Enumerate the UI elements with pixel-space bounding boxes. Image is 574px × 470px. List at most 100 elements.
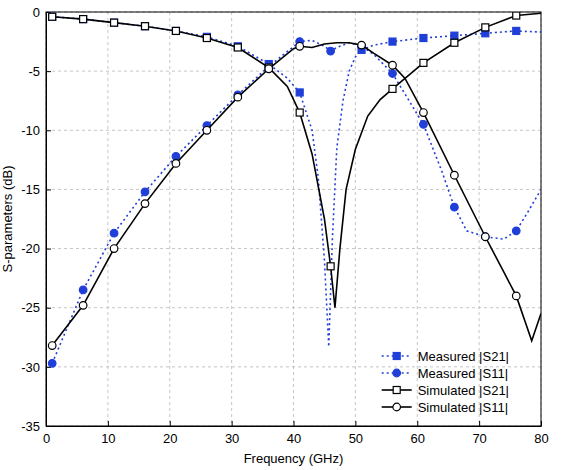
grid-line	[46, 130, 541, 131]
data-layer	[48, 12, 541, 367]
grid-line	[169, 12, 170, 426]
tick-mark	[46, 308, 51, 309]
tick-label: 10	[101, 431, 115, 446]
tick-label: -35	[21, 419, 40, 434]
tick: -25	[21, 300, 51, 315]
marker	[482, 233, 490, 241]
legend: Measured |S21| Measured |S11| Simulated |S…	[382, 349, 509, 415]
marker	[389, 38, 396, 45]
marker	[111, 19, 118, 26]
marker	[172, 27, 179, 34]
tick: 80	[534, 421, 548, 446]
marker	[451, 32, 458, 39]
marker	[512, 227, 520, 235]
marker	[513, 12, 520, 19]
legend-item: Simulated |S21|	[382, 383, 509, 398]
marker	[111, 19, 118, 26]
marker	[48, 342, 56, 350]
y-axis-title: S-parameters (dB)	[0, 166, 15, 273]
marker	[420, 121, 428, 129]
tick-label: -25	[21, 300, 40, 315]
marker	[327, 263, 334, 270]
axis-line	[46, 13, 47, 427]
tick: -30	[21, 360, 51, 375]
tick: -5	[28, 64, 51, 79]
tick-label: 30	[225, 431, 239, 446]
tick: -20	[21, 241, 51, 256]
grid-line	[107, 12, 108, 426]
y-axis: -35-30-25-20-15-10-50	[21, 5, 51, 434]
tick-mark	[355, 421, 356, 426]
tick-label: 60	[411, 431, 425, 446]
marker	[234, 44, 241, 51]
grid	[46, 12, 541, 426]
marker	[172, 153, 180, 161]
tick-label: 80	[534, 431, 548, 446]
marker	[203, 35, 210, 42]
tick-label: 0	[33, 5, 40, 20]
tick-label: -5	[28, 64, 40, 79]
grid-line	[417, 12, 418, 426]
grid-line	[46, 248, 541, 249]
marker	[358, 41, 366, 49]
marker	[49, 13, 56, 20]
marker	[141, 200, 149, 208]
series-line	[52, 43, 541, 346]
grid-line	[293, 12, 294, 426]
marker	[234, 93, 242, 101]
marker	[389, 61, 397, 69]
tick-mark	[46, 71, 51, 72]
chart: 01020304050607080-35-30-25-20-15-10-50Fr…	[0, 0, 574, 470]
tick-mark	[417, 421, 418, 426]
marker	[482, 24, 489, 31]
tick-mark	[294, 421, 295, 426]
tick: 40	[287, 421, 301, 446]
tick-label: 0	[43, 431, 50, 446]
marker	[296, 109, 303, 116]
grid-line	[46, 307, 541, 308]
x-axis: 0 10 20 30 40 50 60 70 80	[43, 421, 549, 446]
tick-label: -20	[21, 241, 40, 256]
tick: 20	[163, 421, 177, 446]
marker	[296, 43, 304, 51]
legend-item: Simulated |S11|	[382, 400, 508, 415]
marker	[420, 59, 427, 66]
grid-line	[231, 12, 232, 426]
tick: 60	[411, 421, 425, 446]
marker	[142, 23, 149, 30]
grid-line	[355, 12, 356, 426]
marker	[420, 109, 428, 117]
legend-marker	[393, 353, 400, 360]
tick-mark	[541, 421, 542, 426]
legend-marker	[393, 403, 401, 411]
tick-mark	[46, 426, 51, 427]
grid-line	[46, 71, 541, 72]
marker	[327, 47, 335, 55]
marker	[482, 233, 490, 241]
series-line	[52, 40, 541, 363]
legend-marker	[393, 369, 401, 377]
legend-item: Measured |S11|	[382, 366, 508, 381]
tick-mark	[479, 421, 480, 426]
marker	[80, 16, 87, 23]
tick: 10	[101, 421, 115, 446]
tick: -35	[21, 419, 51, 434]
frame	[46, 12, 541, 426]
axis-line	[47, 426, 542, 427]
marker	[451, 171, 459, 179]
tick-mark	[46, 189, 51, 190]
marker	[451, 203, 459, 211]
marker	[420, 35, 427, 42]
series-line	[52, 13, 541, 308]
tick: 50	[349, 421, 363, 446]
marker	[296, 89, 303, 96]
marker	[451, 39, 458, 46]
tick-label: 40	[287, 431, 301, 446]
tick-label: 70	[472, 431, 486, 446]
marker	[79, 302, 87, 310]
marker	[49, 13, 56, 20]
tick-mark	[232, 421, 233, 426]
legend-item: Measured |S21|	[382, 349, 509, 364]
tick: 70	[472, 421, 486, 446]
legend-label: Simulated |S21|	[418, 383, 509, 398]
